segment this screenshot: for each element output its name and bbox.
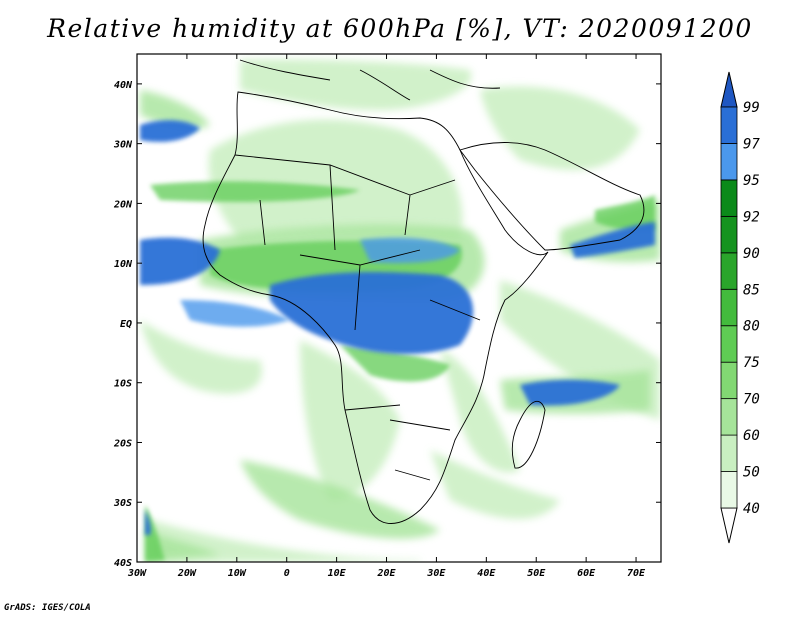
- colorbar-swatch: [720, 179, 738, 217]
- coastlines: [202, 59, 645, 524]
- lat-tick-label: 40N: [114, 80, 133, 91]
- colorbar: 40 50 60 70 75 80 85 90 92 95 97 99: [720, 71, 760, 544]
- colorbar-swatch: [720, 398, 738, 436]
- colorbar-label: 75: [743, 355, 760, 371]
- lon-tick-label: 30E: [426, 568, 446, 579]
- colorbar-label: 40: [743, 501, 760, 517]
- colorbar-swatch: [720, 252, 738, 290]
- colorbar-swatch: [720, 434, 738, 472]
- lon-tick-label: 70E: [627, 568, 646, 579]
- lat-tick-label: 30S: [113, 498, 132, 509]
- colorbar-label: 92: [743, 209, 760, 225]
- lon-tick-label: 20W: [177, 568, 197, 579]
- credit-label: GrADS: IGES/COLA: [4, 603, 91, 613]
- colorbar-swatch: [720, 106, 738, 144]
- colorbar-label: 50: [743, 465, 760, 481]
- humidity-field: [137, 54, 661, 562]
- lon-tick-label: 50E: [527, 568, 546, 579]
- lat-tick-label: 10S: [114, 379, 132, 390]
- map-title: Relative humidity at 600hPa [%], VT: 202…: [47, 14, 753, 43]
- plot-frame: [136, 53, 662, 563]
- lon-tick-label: 10E: [328, 568, 347, 579]
- colorbar-swatch: [720, 361, 738, 400]
- lon-tick-label: 60E: [577, 568, 596, 579]
- lon-tick-label: 20E: [376, 568, 396, 579]
- colorbar-label: 97: [743, 136, 760, 152]
- colorbar-label: 60: [743, 428, 760, 444]
- lat-tick-label: 40S: [114, 558, 132, 569]
- colorbar-label: 95: [743, 173, 760, 189]
- lon-tick-label: 40E: [477, 568, 496, 579]
- colorbar-label: 90: [743, 246, 760, 262]
- axis-ticks: 30W 20W 10W 0 10E 20E 30E 40E 50E 60E 70E 40N 30N 20N…: [113, 54, 661, 579]
- colorbar-high-end: [720, 71, 738, 108]
- colorbar-swatch: [720, 215, 738, 254]
- colorbar-label: 80: [743, 319, 760, 335]
- lat-tick-label: EQ: [120, 319, 132, 330]
- lat-tick-label: 20S: [113, 438, 132, 449]
- colorbar-swatch: [720, 288, 738, 327]
- colorbar-label: 85: [743, 282, 760, 298]
- lat-tick-label: 10N: [114, 259, 133, 270]
- lat-tick-label: 30N: [113, 140, 133, 151]
- colorbar-low-end: [720, 507, 738, 544]
- colorbar-label: 70: [743, 392, 760, 408]
- colorbar-label: 99: [743, 100, 760, 116]
- colorbar-swatch: [720, 325, 738, 363]
- lon-tick-label: 10W: [228, 568, 247, 579]
- lon-tick-label: 0: [284, 568, 290, 579]
- colorbar-swatch: [720, 143, 738, 181]
- colorbar-swatch: [720, 471, 738, 509]
- lat-tick-label: 20N: [113, 199, 133, 210]
- lon-tick-label: 30W: [127, 568, 147, 579]
